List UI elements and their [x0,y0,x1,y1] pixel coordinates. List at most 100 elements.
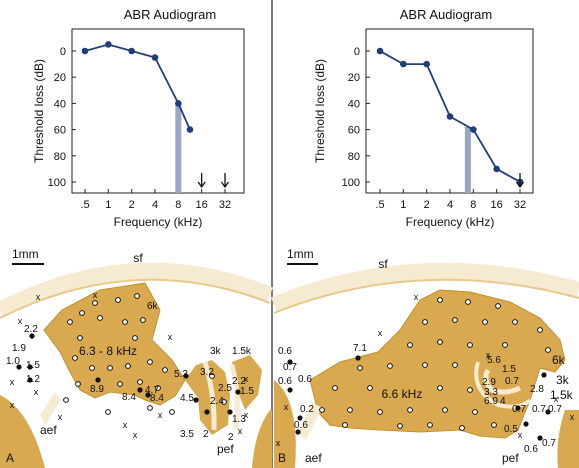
open-site [347,407,353,413]
y-tick-label: 80 [348,151,360,163]
site-value: 1.5 [240,386,254,397]
site-value: 3k [210,346,222,357]
open-site [72,355,78,361]
site-value: 6.9 [484,396,498,407]
open-site [467,342,473,348]
y-tick-label: 100 [48,177,66,189]
filled-sites-a [16,333,241,415]
pef-label-b: pef [502,451,519,465]
open-site [117,381,123,387]
data-point [186,126,194,133]
aef-label-a: aef [40,423,57,437]
data-point [376,47,384,55]
open-site [495,303,501,309]
open-site [452,362,458,368]
open-site [465,299,471,305]
site-value: 0.6 [278,376,292,387]
site-value: 0.2 [300,404,314,415]
open-site [125,363,131,369]
data-point [175,100,182,107]
site-value: 0.7 [512,404,526,415]
sf-label-b: sf [378,257,388,271]
open-site [92,300,98,306]
site-value: 0.7 [283,362,297,373]
site-value: 8.9 [90,384,104,395]
audiogram-a-ylabel: Threshold loss (dB) [32,59,46,163]
x-mark: x [276,438,281,448]
open-site [147,405,153,411]
filled-site [287,387,293,393]
x-tick-label: 8 [175,199,181,211]
x-tick-label: 8 [470,199,476,211]
open-site [147,359,153,365]
site-value: 0.6 [524,444,538,455]
audiogram-b: ABR Audiogram Threshold loss (dB) Freque… [313,7,534,229]
x-tick-label: 32 [514,199,526,211]
site-value: 0.7 [542,438,556,449]
open-site [422,362,428,368]
x-mark: x [133,430,138,440]
filled-site [193,397,199,403]
data-point [128,47,135,55]
x-mark: x [518,430,523,440]
cortical-map-a: 1mm sf aef pef 6.3 - 8 kHz A [0,247,274,468]
site-value: 1.3 [232,414,246,425]
site-value: 3k [556,373,570,387]
aef-sulcus-a [40,392,60,425]
scale-label-a: 1mm [12,247,39,261]
open-site [422,319,428,325]
filled-site [545,409,551,415]
audiogram-a: ABR Audiogram Threshold loss (dB) Freque… [32,7,245,229]
open-site [442,407,448,413]
open-site [537,327,543,333]
x-mark: x [378,328,383,338]
site-value: 0.5 [504,424,518,435]
audiogram-a-xlabel: Frequency (kHz) [114,215,203,229]
audiogram-b-frame [365,28,534,194]
site-value: 5.6 [487,355,501,366]
site-values-b: 7.1 0.6 0.7 0.6 0.6 0.2 0.6 5.6 1.5 2.9 … [278,343,574,455]
scale-label-b: 1mm [287,247,314,261]
open-site [512,319,518,325]
x-tick-label: 16 [491,199,503,211]
filled-site [137,387,143,393]
open-site [332,385,338,391]
y-tick-label: 40 [348,98,360,110]
site-value: 1.5 [502,364,516,375]
data-point [105,41,112,48]
site-value: 4 [500,396,506,407]
x-tick-label: 2 [129,199,135,211]
y-tick-label: 0 [354,46,360,58]
lower-lobe-a [0,395,45,468]
open-site [459,425,465,431]
open-site [427,422,433,428]
filled-site [287,359,293,365]
site-value: 4.7 [145,385,159,396]
tonotopic-branch-right-a [232,355,262,410]
filled-site [515,405,521,411]
x-mark: x [570,412,575,422]
site-value: 5.3 [174,369,188,380]
no-response-sites-b: x x x x x x x x [276,292,575,448]
audiogram-b-highlight-bar [464,126,471,193]
region-label-b: 6.6 kHz [382,387,423,401]
filled-site [523,421,529,427]
open-site [137,379,143,385]
open-site [367,385,373,391]
aef-label-b: aef [305,451,322,465]
open-site [107,365,113,371]
site-value: 2.9 [482,377,496,388]
data-point [493,165,500,173]
site-values-a: 6k 3k 1.5k 2.2 1.9 1.0 1.5 1.2 8.9 4.7 8… [6,301,254,443]
site-value: 6k [147,301,159,312]
y-tick-label: 80 [54,151,66,163]
site-value: 0.7 [548,404,562,415]
pef-label-a: pef [217,442,234,456]
audiogram-b-xlabel: Frequency (kHz) [406,215,495,229]
filled-site [183,373,189,379]
filled-site [541,372,547,378]
data-point [400,60,407,68]
site-value: 0.6 [278,346,292,357]
site-value: 3.2 [200,367,214,378]
x-mark: x [18,316,23,326]
